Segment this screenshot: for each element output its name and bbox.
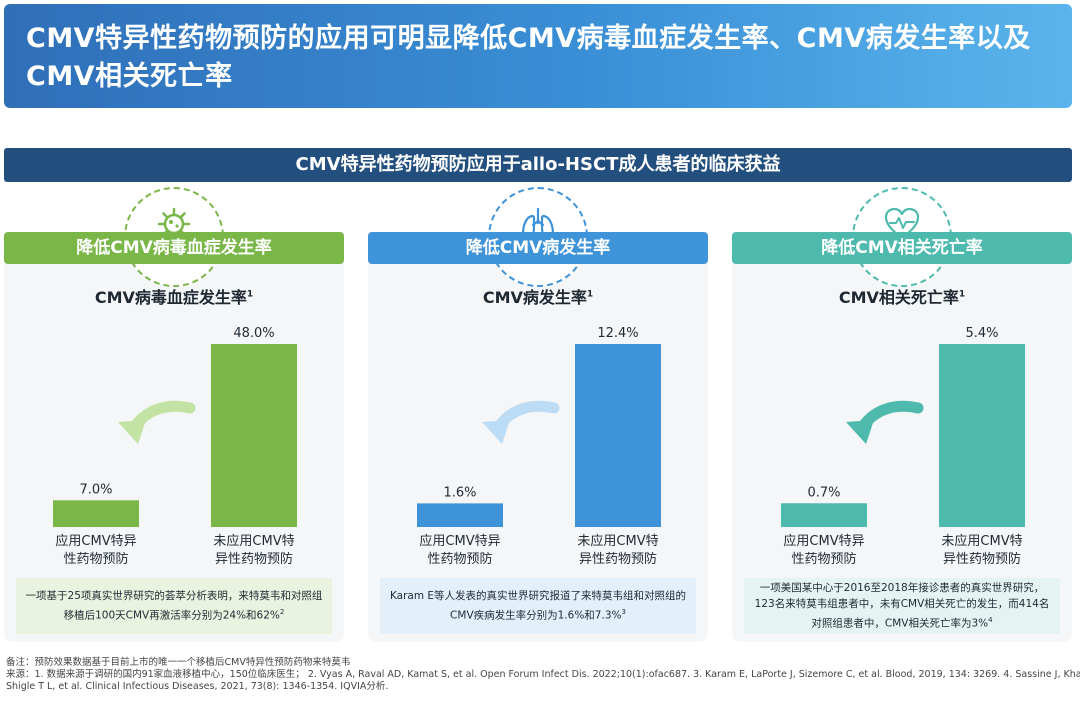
footnote-text: 一项美国某中心于2016至2018年接诊患者的真实世界研究，123名来特莫韦组患… bbox=[754, 582, 1050, 630]
decrease-arrow-icon bbox=[118, 400, 196, 444]
panel-caption: 降低CMV病毒血症发生率 bbox=[4, 232, 344, 264]
chart-title-text: CMV病毒血症发生率 bbox=[94, 288, 247, 307]
panel-mortality: 降低CMV相关死亡率 CMV相关死亡率1 0.7% 应用CMV特异 性药物预防 5.4… bbox=[732, 187, 1072, 642]
panel-caption: 降低CMV相关死亡率 bbox=[732, 232, 1072, 264]
data-label: 7.0% bbox=[79, 482, 112, 497]
category-label: 性药物预防 bbox=[427, 551, 492, 567]
heart-icon bbox=[884, 207, 920, 240]
footer: 备注：预防效果数据基于目前上市的唯一一个移植后CMV特异性预防药物来特莫韦 来源… bbox=[6, 657, 1080, 693]
header-banner: CMV特异性药物预防的应用可明显降低CMV病毒血症发生率、CMV病发生率以及CM… bbox=[4, 4, 1072, 108]
footnote-text: 一项基于25项真实世界研究的荟萃分析表明，来特莫韦和对照组移植后100天CMV再… bbox=[25, 590, 323, 622]
footnote-box: Karam E等人发表的真实世界研究报道了来特莫韦组和对照组的CMV疾病发生率分… bbox=[380, 578, 696, 634]
footnote-text: Karam E等人发表的真实世界研究报道了来特莫韦组和对照组的CMV疾病发生率分… bbox=[389, 590, 687, 622]
panel-viremia: 降低CMV病毒血症发生率 CMV病毒血症发生率1 7.0% 应用CMV特异 性药物预… bbox=[4, 187, 344, 642]
footnote-box: 一项基于25项真实世界研究的荟萃分析表明，来特莫韦和对照组移植后100天CMV再… bbox=[16, 578, 332, 634]
data-label: 12.4% bbox=[597, 326, 638, 341]
decrease-arrow-icon bbox=[846, 400, 924, 444]
data-label: 48.0% bbox=[233, 326, 274, 341]
panel-disease: 降低CMV病发生率 CMV病发生率1 1.6% 应用CMV特异 性药物预防 12.4%… bbox=[368, 187, 708, 642]
bar bbox=[417, 503, 503, 527]
footer-source-cont: Shigle T L, et al. Clinical Infectious D… bbox=[6, 681, 389, 692]
category-label: 未应用CMV特 bbox=[577, 533, 658, 549]
data-label: 0.7% bbox=[807, 485, 840, 500]
section-title: CMV特异性药物预防应用于allo-HSCT成人患者的临床获益 bbox=[295, 154, 781, 175]
chart-title-text: CMV相关死亡率 bbox=[838, 288, 959, 307]
category-label: 性药物预防 bbox=[63, 551, 128, 567]
category-label: 异性药物预防 bbox=[215, 551, 293, 567]
bar bbox=[939, 344, 1025, 527]
footnote-box: 一项美国某中心于2016至2018年接诊患者的真实世界研究，123名来特莫韦组患… bbox=[744, 578, 1060, 634]
chart-title-text: CMV病发生率 bbox=[482, 288, 587, 307]
footer-remark: 备注：预防效果数据基于目前上市的唯一一个移植后CMV特异性预防药物来特莫韦 bbox=[6, 657, 351, 668]
category-label: 性药物预防 bbox=[791, 551, 856, 567]
bar bbox=[781, 503, 867, 527]
chart-title: CMV病毒血症发生率1 bbox=[4, 284, 344, 308]
bar bbox=[211, 344, 297, 527]
footnote-ref: 4 bbox=[988, 616, 993, 625]
chart-title: CMV病发生率1 bbox=[368, 284, 708, 308]
chart-title: CMV相关死亡率1 bbox=[732, 284, 1072, 308]
category-label: 异性药物预防 bbox=[943, 551, 1021, 567]
category-label: 未应用CMV特 bbox=[941, 533, 1022, 549]
page-title: CMV特异性药物预防的应用可明显降低CMV病毒血症发生率、CMV病发生率以及CM… bbox=[26, 23, 1031, 92]
footer-source: 来源：1. 数据来源于调研的国内91家血液移植中心，150位临床医生； 2. V… bbox=[6, 669, 1080, 680]
category-label: 应用CMV特异 bbox=[783, 533, 864, 549]
category-label: 未应用CMV特 bbox=[213, 533, 294, 549]
panel-caption: 降低CMV病发生率 bbox=[368, 232, 708, 264]
decrease-arrow-icon bbox=[482, 400, 560, 444]
category-label: 异性药物预防 bbox=[579, 551, 657, 567]
category-label: 应用CMV特异 bbox=[419, 533, 500, 549]
chart-title-ref: 1 bbox=[586, 289, 594, 300]
data-label: 5.4% bbox=[965, 326, 998, 341]
bar bbox=[53, 500, 139, 527]
chart-title-ref: 1 bbox=[246, 289, 254, 300]
chart-title-ref: 1 bbox=[958, 289, 966, 300]
footnote-ref: 3 bbox=[621, 608, 626, 617]
footnote-ref: 2 bbox=[279, 608, 285, 617]
category-label: 应用CMV特异 bbox=[55, 533, 136, 549]
section-bar: CMV特异性药物预防应用于allo-HSCT成人患者的临床获益 bbox=[4, 148, 1072, 182]
bar bbox=[575, 344, 661, 527]
data-label: 1.6% bbox=[443, 485, 476, 500]
